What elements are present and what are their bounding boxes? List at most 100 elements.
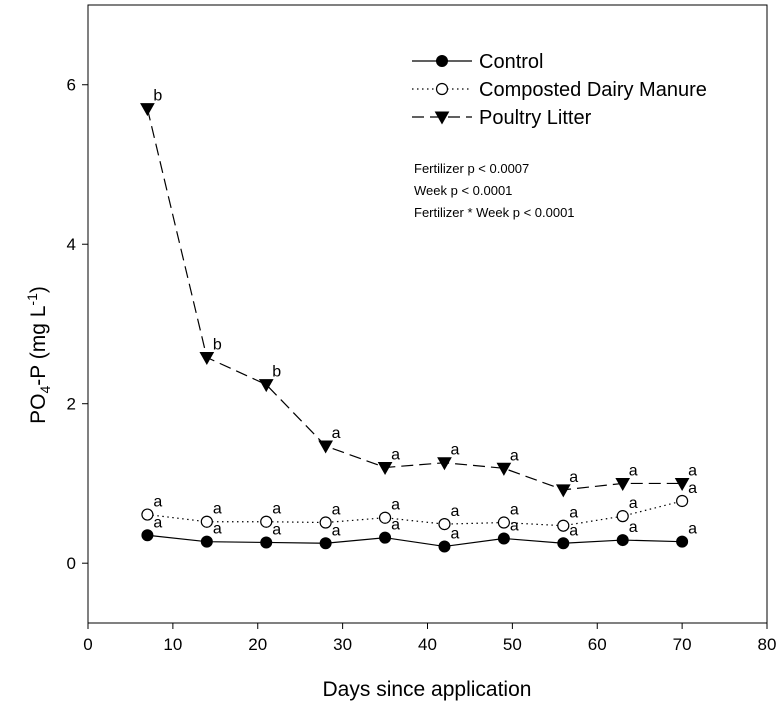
data-point-poultry-litter: [140, 103, 155, 117]
data-point-control: [141, 529, 154, 542]
data-point-composted-dairy-manure: [676, 494, 689, 508]
data-point-composted-dairy-manure: [141, 508, 154, 521]
series-line-composted-dairy-manure: [147, 500, 683, 527]
data-point-poultry-litter: [615, 477, 631, 491]
legend-entry-poultry-litter: Poultry Litter: [412, 107, 592, 129]
y-tick-label: 0: [67, 554, 76, 573]
y-axis-title: PO4-P (mg L-1): [24, 286, 53, 424]
y-tick-label: 6: [67, 76, 76, 95]
significance-label-control: a: [391, 517, 400, 534]
data-point-control: [200, 535, 213, 548]
y-axis-title-superscript: -1: [24, 293, 40, 306]
data-point-control: [260, 536, 273, 549]
significance-label-control: a: [510, 517, 519, 534]
significance-label-control: a: [629, 519, 638, 536]
x-tick-label: 70: [673, 635, 692, 654]
series-control: a a a a aa a a a a: [141, 514, 697, 553]
legend-entry-composted-dairy-manure: Composted Dairy Manure: [412, 79, 707, 101]
x-tick-label: 60: [588, 635, 607, 654]
data-point-control: [676, 535, 689, 548]
significance-label-control: a: [569, 522, 578, 539]
significance-label-poultry-litter: a: [332, 425, 341, 442]
x-tick-label: 10: [163, 635, 182, 654]
data-point-poultry-litter: [555, 484, 571, 498]
significance-label-poultry-litter: a: [569, 469, 578, 486]
significance-label-poultry-litter: a: [510, 447, 519, 464]
legend-marker-control: [436, 55, 448, 67]
data-point-poultry-litter: [199, 351, 215, 365]
significance-label-composted-dairy-manure: a: [153, 494, 162, 511]
legend-marker-composted-dairy-manure: [435, 82, 449, 96]
legend-label-control: Control: [479, 51, 543, 73]
data-point-poultry-litter: [258, 379, 274, 393]
significance-label-composted-dairy-manure: a: [569, 505, 578, 522]
data-point-control: [319, 537, 332, 550]
legend-label-poultry-litter: Poultry Litter: [479, 107, 592, 129]
x-tick-label: 0: [83, 635, 92, 654]
significance-label-poultry-litter: a: [688, 462, 697, 479]
x-tick-label: 20: [248, 635, 267, 654]
data-point-composted-dairy-manure: [438, 518, 451, 531]
stats-line-interaction: Fertilizer * Week p < 0.0001: [414, 205, 575, 220]
series-line-control: [147, 534, 683, 548]
significance-label-poultry-litter: b: [153, 88, 162, 105]
significance-label-poultry-litter: a: [629, 462, 638, 479]
data-point-poultry-litter: [674, 477, 690, 491]
series-line-poultry-litter: [146, 108, 683, 491]
legend-label-composted-dairy-manure: Composted Dairy Manure: [479, 79, 707, 101]
legend-marker-poultry-litter: [434, 111, 450, 125]
x-tick-label: 80: [758, 635, 777, 654]
significance-label-composted-dairy-manure: a: [629, 495, 638, 512]
x-axis-title: Days since application: [323, 678, 532, 701]
significance-label-control: a: [272, 521, 281, 538]
data-point-composted-dairy-manure: [378, 511, 392, 524]
significance-label-poultry-litter: b: [272, 364, 281, 381]
stats-line-week: Week p < 0.0001: [414, 183, 512, 198]
significance-label-control: a: [332, 522, 341, 539]
data-point-control: [438, 540, 451, 553]
data-point-composted-dairy-manure: [319, 516, 332, 529]
data-point-poultry-litter: [437, 457, 452, 471]
significance-label-control: a: [213, 521, 222, 538]
stats-line-fertilizer: Fertilizer p < 0.0007: [414, 161, 529, 176]
y-tick-label: 2: [67, 395, 76, 414]
significance-label-poultry-litter: a: [391, 447, 400, 464]
data-point-poultry-litter: [496, 462, 512, 476]
data-point-composted-dairy-manure: [557, 519, 570, 532]
significance-label-composted-dairy-manure: a: [332, 502, 341, 519]
data-point-control: [557, 537, 570, 550]
data-point-composted-dairy-manure: [497, 516, 510, 529]
significance-label-composted-dairy-manure: a: [688, 480, 697, 497]
significance-label-control: a: [688, 521, 697, 538]
significance-label-poultry-litter: a: [450, 442, 459, 459]
significance-label-control: a: [450, 525, 459, 542]
data-point-control: [497, 532, 510, 545]
data-point-control: [616, 534, 629, 547]
series-composted-dairy-manure: a a a a a a a aaa: [141, 480, 697, 532]
significance-label-poultry-litter: b: [213, 336, 222, 353]
y-tick-label: 4: [67, 235, 76, 254]
x-tick-label: 30: [333, 635, 352, 654]
significance-label-composted-dairy-manure: a: [272, 501, 281, 518]
axes: 0 10 20 30 40 50 60 70 80 0 2 4 6: [67, 4, 777, 654]
data-point-control: [379, 531, 392, 544]
data-point-composted-dairy-manure: [616, 510, 629, 523]
legend-entry-control: Control: [412, 51, 543, 73]
stats-annotation: Fertilizer p < 0.0007 Week p < 0.0001 Fe…: [414, 161, 575, 220]
significance-label-composted-dairy-manure: a: [510, 502, 519, 519]
legend: Control Composted Dairy Manure Poultry Lit…: [412, 51, 707, 129]
data-point-poultry-litter: [377, 462, 393, 476]
y-axis-title-subscript: 4: [37, 386, 53, 394]
data-point-poultry-litter: [318, 440, 334, 454]
significance-label-control: a: [153, 514, 162, 531]
x-tick-label: 50: [503, 635, 522, 654]
x-tick-label: 40: [418, 635, 437, 654]
significance-label-composted-dairy-manure: a: [391, 497, 400, 514]
significance-label-composted-dairy-manure: a: [213, 501, 222, 518]
data-point-composted-dairy-manure: [200, 515, 213, 528]
data-point-composted-dairy-manure: [260, 515, 273, 528]
significance-label-composted-dairy-manure: a: [450, 503, 459, 520]
